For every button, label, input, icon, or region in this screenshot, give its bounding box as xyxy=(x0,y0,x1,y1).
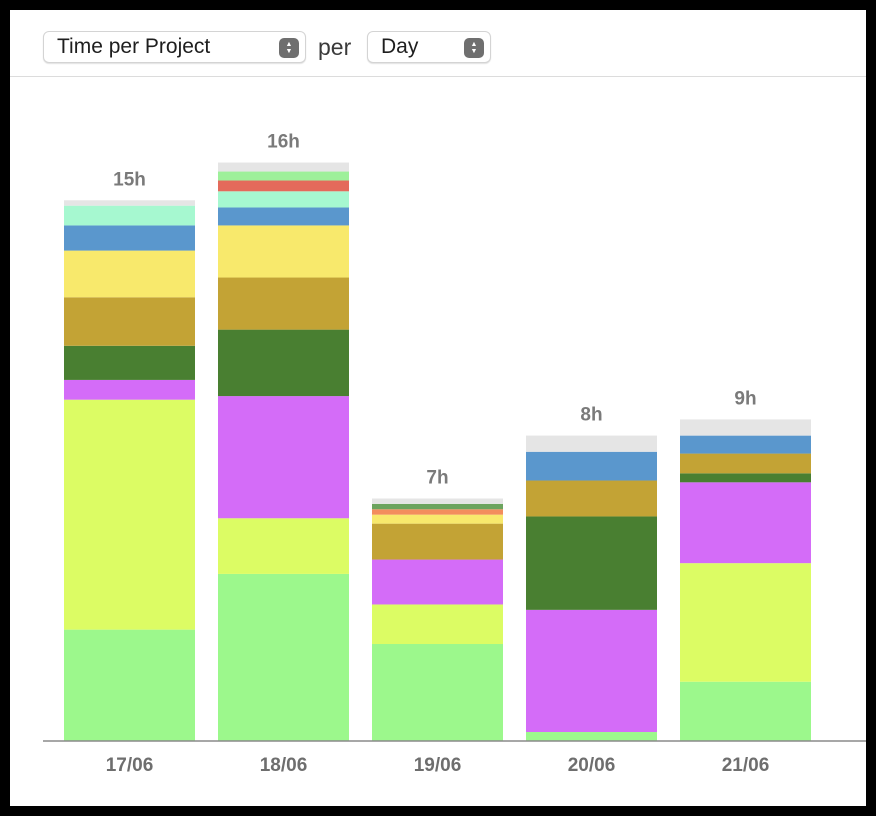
bar-segment[interactable] xyxy=(372,503,503,510)
bar-segment[interactable] xyxy=(64,297,195,346)
metric-select-value: Time per Project xyxy=(57,35,211,58)
bar-segment[interactable] xyxy=(218,329,349,397)
bar-segment[interactable] xyxy=(64,225,195,251)
period-select[interactable]: Day ▲ ▼ xyxy=(367,31,491,63)
bar-segment[interactable] xyxy=(526,516,657,610)
bar-segment[interactable] xyxy=(64,250,195,298)
bar-segment[interactable] xyxy=(372,604,503,644)
bar-segment[interactable] xyxy=(372,509,503,515)
bar-segment[interactable] xyxy=(680,681,811,741)
bar-segment[interactable] xyxy=(526,451,657,481)
x-tick-label: 20/06 xyxy=(568,755,616,776)
bar-segment[interactable] xyxy=(64,629,195,741)
bar-segment[interactable] xyxy=(218,162,349,172)
labels-layer: 15h 17/06 16h 18/06 7h 19/06 8h 20/06 9h 21/06 xyxy=(106,132,770,776)
per-label: per xyxy=(318,34,352,60)
bar-segment[interactable] xyxy=(218,191,349,208)
bar-segment[interactable] xyxy=(218,171,349,181)
bar-segment[interactable] xyxy=(218,207,349,226)
bar-segment[interactable] xyxy=(680,473,811,483)
bar-segment[interactable] xyxy=(680,419,811,436)
bar-total-label: 16h xyxy=(267,132,300,153)
bar-segment[interactable] xyxy=(372,523,503,560)
bar-segment[interactable] xyxy=(64,200,195,206)
bar-segment[interactable] xyxy=(680,563,811,682)
bar-segment[interactable] xyxy=(526,435,657,452)
bar-segment[interactable] xyxy=(64,379,195,400)
period-select-value: Day xyxy=(381,35,419,58)
bar-segment[interactable] xyxy=(64,345,195,380)
x-tick-label: 19/06 xyxy=(414,755,462,776)
up-down-chevron-icon: ▲ ▼ xyxy=(279,38,299,58)
bar-segment[interactable] xyxy=(526,480,657,517)
bars-layer xyxy=(64,162,811,741)
bar-segment[interactable] xyxy=(218,277,349,330)
bar-segment[interactable] xyxy=(372,498,503,504)
report-window: Time per Project ▲ ▼ per Day ▲ ▼ 15h 17/06 1… xyxy=(10,10,866,806)
bar-segment[interactable] xyxy=(64,205,195,226)
bar-segment[interactable] xyxy=(372,514,503,524)
bar-total-label: 8h xyxy=(580,405,602,426)
bar-segment[interactable] xyxy=(680,453,811,474)
bar-segment[interactable] xyxy=(680,482,811,564)
toolbar: Time per Project ▲ ▼ per Day ▲ ▼ xyxy=(10,10,866,77)
bar-segment[interactable] xyxy=(372,643,503,741)
bar-segment[interactable] xyxy=(218,518,349,574)
x-tick-label: 17/06 xyxy=(106,755,154,776)
up-down-chevron-icon: ▲ ▼ xyxy=(464,38,484,58)
bar-segment[interactable] xyxy=(218,573,349,741)
bar-segment[interactable] xyxy=(372,559,503,605)
bar-segment[interactable] xyxy=(218,396,349,519)
x-tick-label: 18/06 xyxy=(260,755,308,776)
stacked-bar-chart: 15h 17/06 16h 18/06 7h 19/06 8h 20/06 9h 21/06 xyxy=(43,132,866,776)
metric-select[interactable]: Time per Project ▲ ▼ xyxy=(43,31,306,63)
bar-segment[interactable] xyxy=(218,225,349,278)
bar-segment[interactable] xyxy=(526,609,657,733)
bar-segment[interactable] xyxy=(218,180,349,192)
bar-total-label: 9h xyxy=(734,388,756,409)
bar-segment[interactable] xyxy=(64,399,195,630)
x-tick-label: 21/06 xyxy=(722,755,770,776)
bar-total-label: 15h xyxy=(113,169,146,190)
bar-segment[interactable] xyxy=(680,435,811,454)
bar-segment[interactable] xyxy=(526,732,657,741)
bar-total-label: 7h xyxy=(426,467,448,488)
